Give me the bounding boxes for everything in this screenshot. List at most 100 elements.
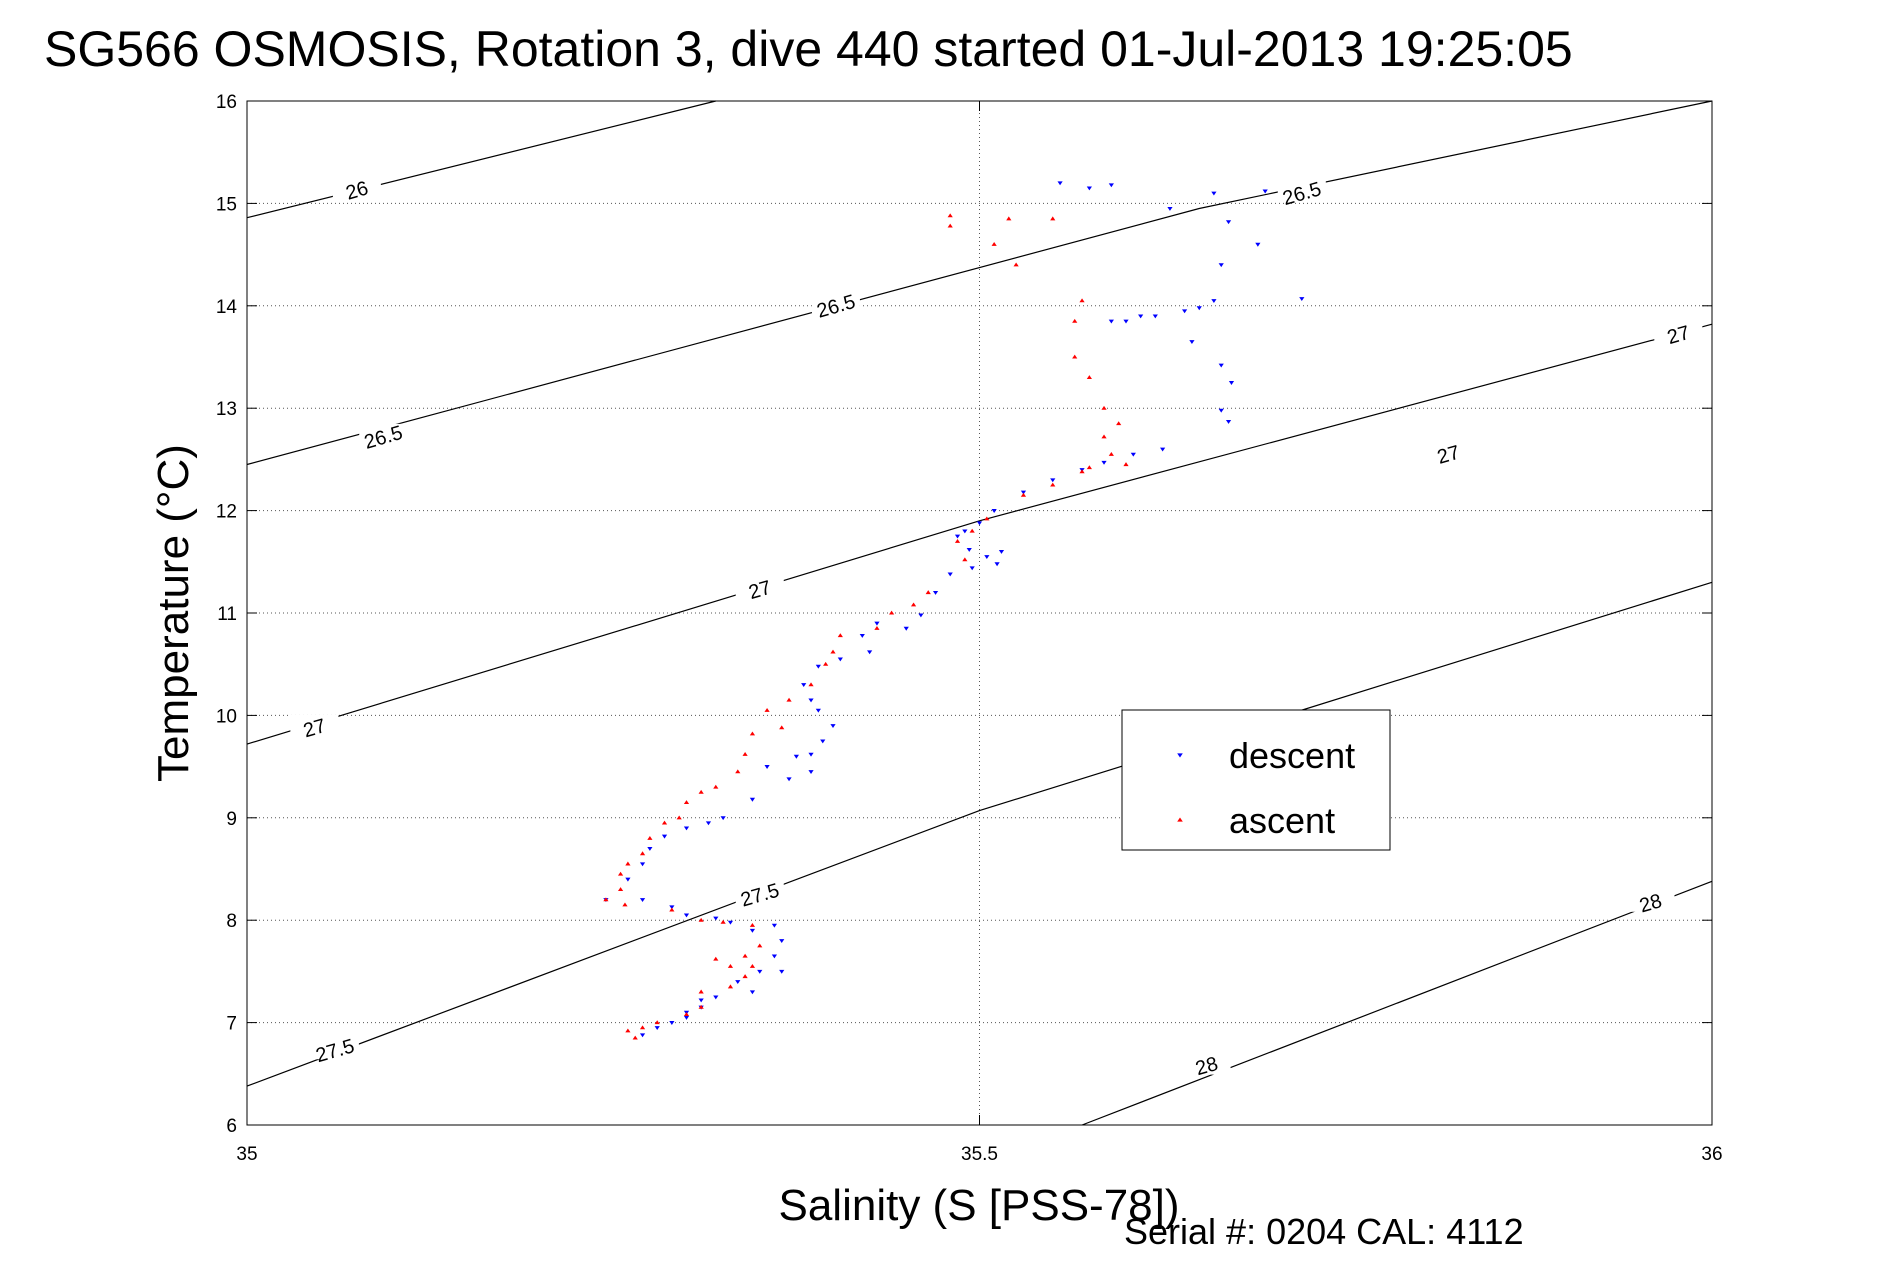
data-point-ascent xyxy=(1086,465,1092,470)
data-point-descent xyxy=(639,862,646,867)
data-point-descent xyxy=(1108,319,1114,324)
contour-line-27-5 xyxy=(246,581,1713,1087)
data-point-descent xyxy=(808,770,814,775)
data-point-ascent xyxy=(720,919,726,924)
data-point-ascent xyxy=(625,1028,631,1033)
contour-line-26 xyxy=(246,100,716,219)
data-point-descent xyxy=(1255,242,1261,247)
y-tick-label: 8 xyxy=(226,911,237,932)
data-point-ascent xyxy=(786,697,792,702)
data-point-descent xyxy=(966,547,972,552)
data-point-ascent xyxy=(676,815,682,820)
data-point-ascent xyxy=(625,861,631,866)
y-tick-label: 6 xyxy=(226,1116,237,1137)
data-point-descent xyxy=(771,954,777,959)
data-point-ascent xyxy=(1086,375,1092,380)
contour-label-bg xyxy=(1182,1052,1231,1075)
data-point-ascent xyxy=(954,538,961,543)
data-point-ascent xyxy=(622,902,628,907)
data-point-descent xyxy=(1182,309,1188,314)
data-point-ascent xyxy=(698,1004,704,1009)
data-point-descent xyxy=(669,905,675,910)
data-point-descent xyxy=(713,916,719,921)
data-point-descent xyxy=(1130,452,1136,457)
legend-marker-descent xyxy=(1177,753,1183,758)
data-point-ascent xyxy=(808,682,814,687)
data-point-descent xyxy=(683,1015,690,1020)
data-point-ascent xyxy=(1079,469,1085,474)
data-point-descent xyxy=(1225,419,1232,424)
data-point-ascent xyxy=(1101,434,1107,439)
legend: descent ascent xyxy=(1121,709,1391,851)
data-point-descent xyxy=(1262,189,1268,194)
data-point-ascent xyxy=(1108,451,1114,456)
y-tick-label: 13 xyxy=(216,399,237,420)
data-point-descent xyxy=(786,777,792,782)
data-point-descent xyxy=(698,998,704,1003)
data-point-descent xyxy=(1218,263,1224,268)
data-point-descent xyxy=(815,708,821,713)
data-point-descent xyxy=(1152,314,1158,319)
data-point-descent xyxy=(1101,460,1107,465)
data-point-ascent xyxy=(874,626,880,630)
data-point-ascent xyxy=(735,769,741,774)
data-point-ascent xyxy=(713,784,719,789)
y-tick-label: 12 xyxy=(216,502,237,523)
y-tick-label: 7 xyxy=(226,1014,237,1035)
data-point-descent xyxy=(969,566,975,571)
data-point-descent xyxy=(1050,478,1056,483)
data-point-descent xyxy=(991,509,997,513)
data-point-descent xyxy=(801,683,807,688)
data-point-descent xyxy=(793,754,799,759)
contour-line-26-5 xyxy=(246,100,1713,466)
data-point-descent xyxy=(820,739,826,744)
data-point-ascent xyxy=(698,989,704,994)
legend-marker-ascent xyxy=(1177,817,1183,822)
data-point-ascent xyxy=(727,963,734,968)
data-point-descent xyxy=(1057,181,1063,186)
data-point-descent xyxy=(859,633,865,638)
data-point-descent xyxy=(947,572,953,577)
data-point-descent xyxy=(1225,220,1232,225)
data-point-descent xyxy=(998,550,1005,554)
serial-cal-info: Serial #: 0204 CAL: 4112 xyxy=(1124,1211,1524,1252)
data-point-ascent xyxy=(742,751,748,756)
data-point-descent xyxy=(932,590,939,595)
data-point-descent xyxy=(1167,206,1173,211)
data-point-ascent xyxy=(727,984,734,989)
data-point-descent xyxy=(647,846,653,851)
data-point-descent xyxy=(994,562,1000,567)
data-point-ascent xyxy=(654,1020,660,1025)
data-point-descent xyxy=(661,834,668,839)
data-point-descent xyxy=(1123,319,1129,324)
chart-title: SG566 OSMOSIS, Rotation 3, dive 440 star… xyxy=(44,21,1573,77)
data-point-ascent xyxy=(603,897,609,902)
data-point-ascent xyxy=(749,731,756,736)
data-point-ascent xyxy=(779,725,785,730)
data-point-descent xyxy=(683,826,690,831)
data-point-ascent xyxy=(749,963,756,968)
data-point-descent xyxy=(720,816,726,821)
data-point-ascent xyxy=(1072,354,1078,359)
data-point-descent xyxy=(867,650,873,655)
contour-label-bg xyxy=(310,1037,359,1060)
data-point-descent xyxy=(1228,381,1235,385)
data-point-descent xyxy=(984,555,990,560)
data-point-ascent xyxy=(1072,318,1078,323)
data-point-ascent xyxy=(991,242,997,246)
data-point-descent xyxy=(808,752,814,757)
data-point-ascent xyxy=(823,661,829,666)
contour-label-bg xyxy=(811,292,860,315)
data-point-ascent xyxy=(910,602,917,607)
data-point-ascent xyxy=(947,213,953,218)
data-point-descent xyxy=(954,534,961,539)
data-point-ascent xyxy=(830,649,836,654)
axis-ticks: 35 35.5 36 6 7 8 9 10 11 12 13 14 15 16 xyxy=(216,92,1723,1165)
data-point-descent xyxy=(713,995,719,1000)
data-point-descent xyxy=(625,877,631,882)
x-tick-label: 36 xyxy=(1701,1144,1722,1165)
contour-label-bg xyxy=(735,881,784,904)
data-point-descent xyxy=(1189,340,1195,344)
data-point-descent xyxy=(1138,314,1144,319)
data-point-ascent xyxy=(698,917,704,922)
